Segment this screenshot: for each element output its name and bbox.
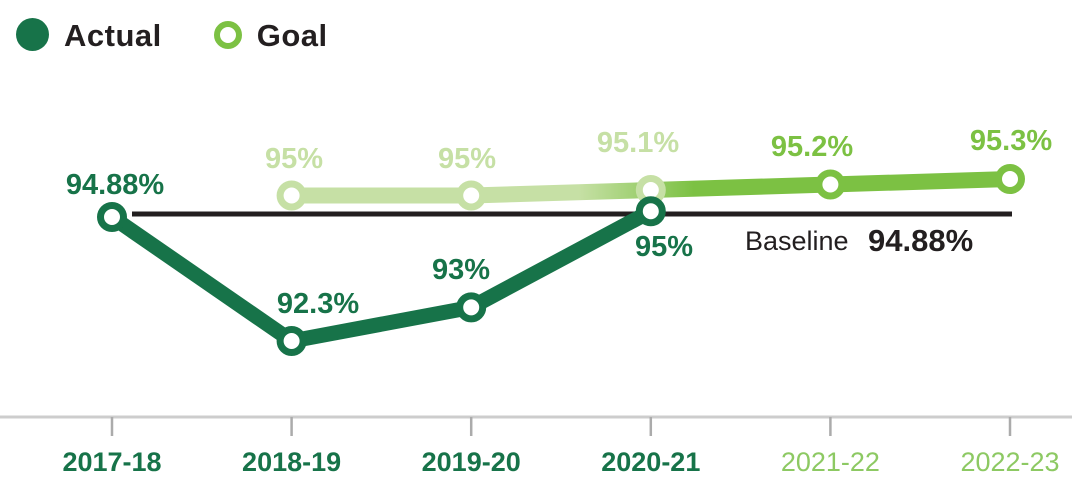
legend-goal-label: Goal	[256, 18, 328, 53]
actual-marker-2019-20	[456, 292, 487, 323]
x-axis-label-2019-20: 2019-20	[422, 447, 521, 477]
actual-marker-2020-21	[635, 196, 666, 227]
actual-line	[107, 204, 655, 349]
baseline-label: Baseline	[745, 226, 849, 256]
actual-marker-2017-18	[97, 202, 127, 232]
x-axis-label-2022-23: 2022-23	[960, 447, 1059, 477]
legend: Actual Goal	[16, 18, 328, 51]
x-axis-label-2021-22: 2021-22	[781, 447, 880, 477]
goal-value-label-2021-22: 95.2%	[771, 131, 853, 163]
actual-marker-2018-19	[276, 325, 307, 356]
actual-series-dot-icon	[16, 18, 49, 51]
goal-series-ring-icon	[213, 20, 242, 49]
x-axis-label-2018-19: 2018-19	[242, 447, 341, 477]
goal-marker-2018-19	[276, 180, 307, 211]
x-axis-label-2020-21: 2020-21	[601, 447, 700, 477]
goal-value-label-2019-20: 95%	[438, 143, 496, 175]
goal-value-label-2020-21: 95.1%	[597, 127, 679, 159]
x-axis-label-2017-18: 2017-18	[62, 447, 161, 477]
goal-marker-2019-20	[456, 180, 487, 211]
actual-value-label-2017-18: 94.88%	[66, 169, 165, 201]
actual-value-label-2018-19: 92.3%	[277, 288, 359, 320]
goal-marker-2021-22	[815, 169, 846, 200]
goal-value-label-2022-23: 95.3%	[970, 125, 1052, 157]
actual-value-label-2019-20: 93%	[432, 254, 490, 286]
baseline-value-label: 94.88%	[868, 223, 973, 258]
goal-value-label-2018-19: 95%	[265, 143, 323, 175]
goal-marker-2022-23	[995, 164, 1025, 194]
legend-actual-label: Actual	[64, 18, 162, 53]
actual-value-label-2020-21: 95%	[635, 231, 693, 263]
